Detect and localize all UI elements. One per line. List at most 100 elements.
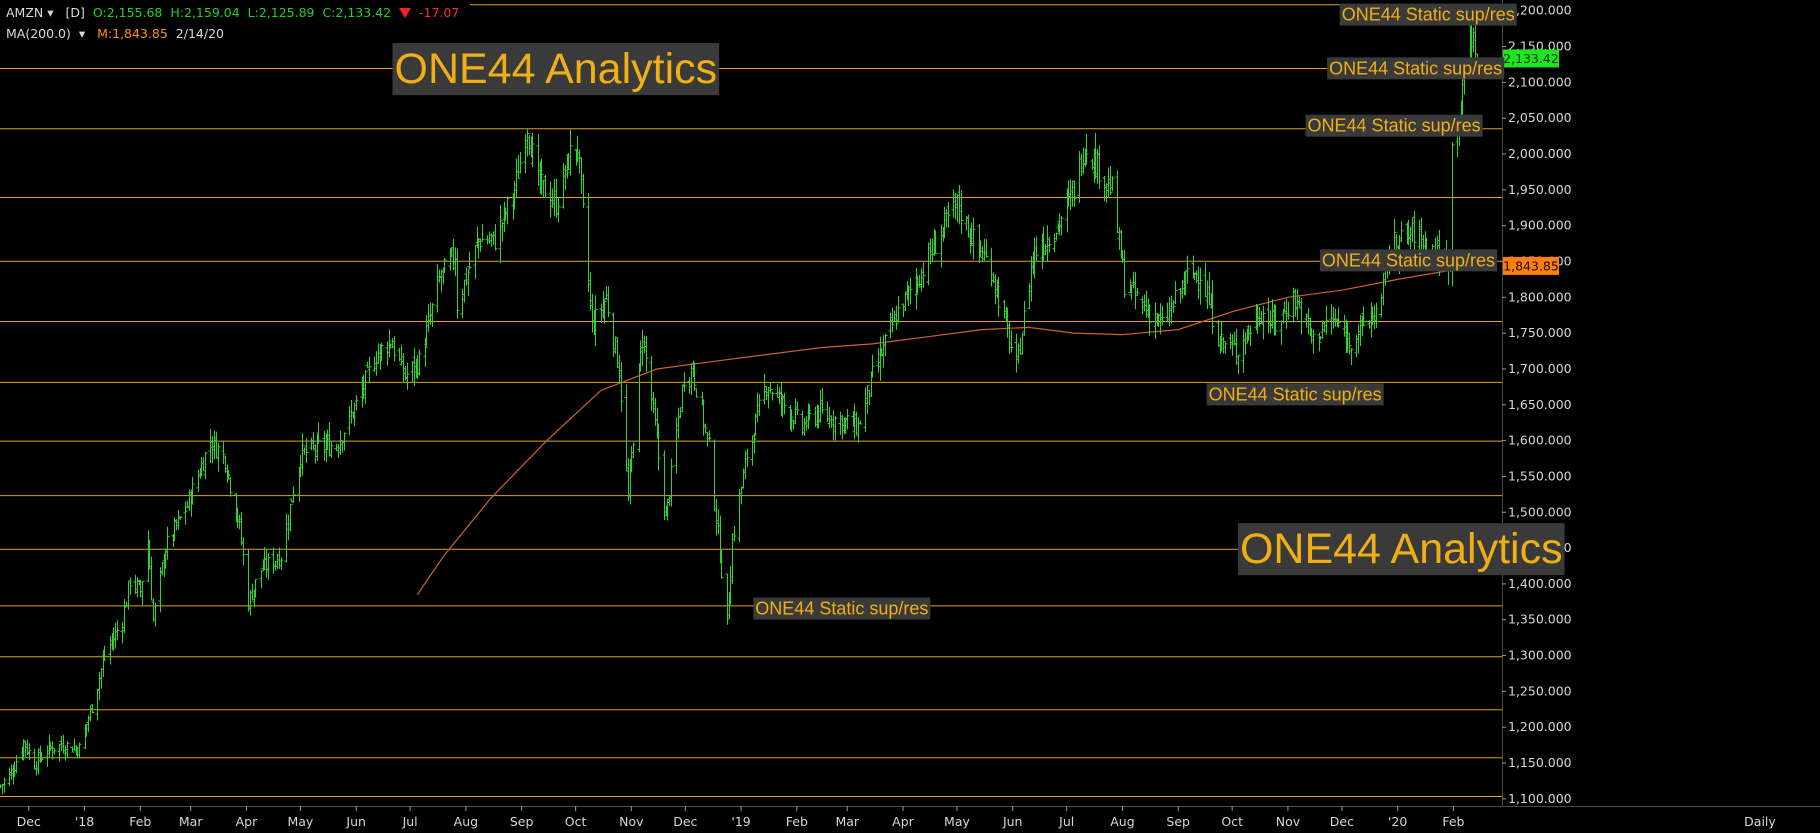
x-tick-label: Feb (129, 814, 151, 829)
ohlc-bar (795, 401, 800, 416)
ohlc-bar (1349, 347, 1354, 366)
ohlc-bar (1115, 170, 1120, 234)
y-tick-label: 1,600.000 (1508, 433, 1572, 448)
ohlc-bar (1299, 298, 1304, 335)
ohlc-bar (617, 355, 622, 384)
ohlc-bar (1079, 153, 1084, 177)
ohlc-bar (500, 221, 505, 242)
ohlc-bar (1291, 287, 1296, 323)
ohlc-bar (703, 423, 708, 433)
ohlc-bar (867, 389, 872, 406)
x-tick-label: '20 (1388, 814, 1407, 829)
ohlc-bar (840, 414, 845, 440)
ohlc-bar (174, 519, 179, 531)
price-tag-label: 1,843.85 (1503, 258, 1559, 273)
sr-annotation-text: ONE44 Static sup/res (1329, 58, 1502, 78)
ohlc-bar (705, 432, 710, 447)
ohlc-bar (201, 457, 206, 472)
ohlc-bar (716, 509, 721, 535)
ohlc-bar (543, 175, 548, 199)
ohlc-bar (354, 395, 359, 411)
ohlc-bar (989, 247, 994, 287)
sr-annotation: ONE44 Static sup/res (1305, 114, 1483, 137)
interval-label[interactable]: [D] (65, 5, 85, 20)
y-tick-label: 1,750.000 (1508, 325, 1572, 340)
watermark-text: ONE44 Analytics (395, 45, 718, 93)
ohlc-bar (261, 559, 266, 571)
down-arrow-icon (399, 8, 412, 18)
ohlc-bar (917, 274, 922, 288)
annotation-labels: ONE44 Static sup/res ONE44 Static sup/res… (392, 3, 1565, 620)
ohlc-bar (1295, 289, 1300, 320)
ohlc-bar (77, 742, 82, 759)
ohlc-bar (1117, 227, 1122, 251)
ohlc-bar (523, 134, 528, 174)
ohlc-bar (550, 188, 555, 208)
ohlc-bar (399, 344, 404, 366)
ohlc-bar (611, 312, 616, 357)
ohlc-bar (1207, 272, 1212, 306)
ohlc-bar (149, 556, 154, 601)
x-tick-label: '18 (75, 814, 94, 829)
x-tick-label: May (944, 814, 970, 829)
ohlc-bar (820, 388, 825, 414)
x-tick-label: Dec (673, 814, 697, 829)
ohlc-bar (829, 415, 834, 429)
x-tick-label: Nov (1276, 814, 1301, 829)
ohlc-bar (1122, 250, 1127, 298)
y-tick-label: 1,200.000 (1508, 719, 1572, 734)
ohlc-bar (113, 622, 118, 649)
ohlc-bar (676, 407, 681, 439)
ohlc-bar (1068, 179, 1073, 211)
y-tick-label: 1,950.000 (1508, 182, 1572, 197)
ohlc-bar (1394, 234, 1399, 252)
ohlc-bar (253, 578, 258, 598)
ohlc-bar (802, 417, 807, 436)
ohlc-bar (1016, 343, 1021, 364)
ohlc-bar (1236, 354, 1241, 375)
ohlc-bar (730, 533, 735, 585)
ma-date: 2/14/20 (175, 26, 224, 41)
sr-annotation-text: ONE44 Static sup/res (1322, 250, 1495, 270)
ohlc-bar (178, 516, 183, 520)
ohlc-bar (782, 392, 787, 415)
ohlc-bar (599, 303, 604, 324)
ohlc-bar (863, 387, 868, 433)
ohlc-bar (376, 343, 381, 365)
ohlc-bar (1160, 305, 1165, 326)
ohlc-bar (1381, 272, 1386, 306)
ohlc-bar (165, 526, 170, 560)
ohlc-bar (1203, 262, 1208, 298)
ohlc-bar (1419, 217, 1424, 254)
watermark: ONE44 Analytics (1237, 523, 1565, 576)
ohlc-bar (881, 335, 886, 368)
ohlc-bar (586, 193, 591, 293)
x-tick-label: Jul (1058, 814, 1074, 829)
ohlc-bar (228, 476, 233, 497)
ma-selector[interactable]: MA(200.0) ▾ (6, 26, 89, 41)
ohlc-bar (1324, 305, 1329, 335)
ohlc-bar (951, 189, 956, 218)
ohlc-bar (615, 337, 620, 369)
ohlc-bar (1054, 232, 1059, 241)
ohlc-bar (153, 602, 158, 627)
ohlc-bar (374, 351, 379, 376)
watermark-background (1237, 523, 1565, 576)
ohlc-bar (606, 286, 611, 318)
x-tick-label: Jun (345, 814, 366, 829)
ohlc-bar (430, 303, 435, 327)
ohlc-bar (133, 574, 138, 594)
symbol-selector[interactable]: AMZN ▾ (6, 5, 58, 20)
ohlc-bar (1336, 307, 1341, 328)
y-tick-label: 2,100.000 (1508, 74, 1572, 89)
ohlc-bar (45, 745, 50, 767)
y-tick-label: 1,800.000 (1508, 289, 1572, 304)
x-tick-label: Oct (1221, 814, 1243, 829)
ohlc-bar (619, 362, 624, 413)
ohlc-bar (246, 549, 251, 612)
ohlc-bar (590, 293, 595, 333)
ohlc-bar (493, 224, 498, 251)
ohlc-bar (890, 307, 895, 333)
